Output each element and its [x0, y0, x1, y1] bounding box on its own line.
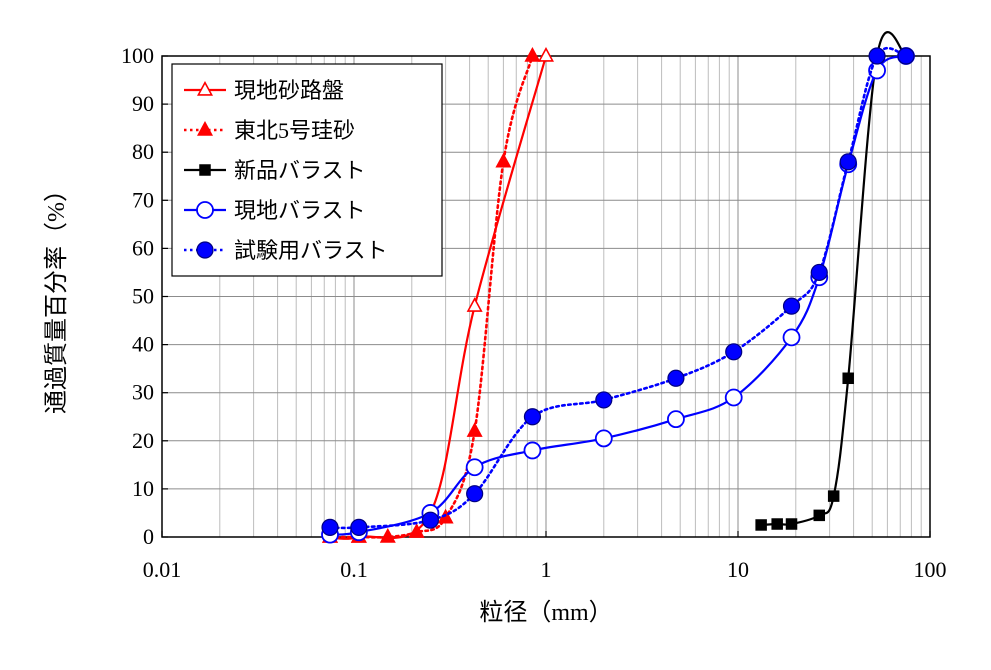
legend-label: 東北5号珪砂 — [234, 118, 355, 143]
y-tick-label: 80 — [132, 139, 154, 164]
legend-item: 現地砂路盤 — [184, 78, 344, 103]
data-point — [196, 201, 214, 219]
series-layer — [321, 31, 915, 544]
data-point — [785, 518, 798, 530]
series-5 — [321, 46, 915, 536]
data-point — [523, 408, 542, 426]
y-tick-label: 60 — [132, 235, 154, 260]
y-tick-label: 20 — [132, 428, 154, 453]
data-point — [782, 328, 801, 347]
data-point — [466, 297, 483, 312]
x-tick-label: 1 — [541, 557, 552, 582]
y-tick-label: 70 — [132, 187, 154, 212]
data-point — [466, 422, 483, 437]
x-axis-title: 粒径（mm） — [479, 599, 612, 626]
data-point — [771, 518, 783, 530]
x-tick-label: 10 — [727, 557, 749, 582]
legend-label: 新品バラスト — [234, 158, 366, 183]
legend-item: 試験用バラスト — [184, 238, 388, 263]
data-point — [667, 410, 685, 429]
x-tick-label: 100 — [914, 557, 947, 582]
legend-label: 現地砂路盤 — [234, 78, 344, 103]
y-tick-label: 50 — [132, 284, 154, 309]
data-point — [524, 46, 541, 62]
data-point — [842, 372, 854, 385]
data-point — [199, 164, 211, 176]
y-tick-label: 0 — [143, 524, 154, 549]
y-tick-label: 100 — [121, 43, 154, 68]
x-tick-label: 0.1 — [340, 557, 368, 582]
data-point — [724, 388, 743, 407]
data-point — [408, 523, 425, 538]
data-point — [725, 343, 743, 361]
data-point — [197, 120, 213, 136]
legend-item: 東北5号珪砂 — [184, 118, 355, 143]
legend-item: 現地バラスト — [184, 198, 366, 223]
tick-labels: 0 10 20 30 40 50 60 70 80 90 100 0.01 0.1 1 10 100 — [121, 43, 947, 582]
x-tick-label: 0.01 — [143, 557, 182, 582]
data-point — [379, 527, 396, 543]
data-point — [197, 80, 213, 96]
data-point — [868, 47, 886, 65]
legend-label: 現地バラスト — [234, 198, 366, 223]
data-point — [523, 441, 542, 460]
data-point — [827, 490, 840, 502]
y-axis-title: 通過質量百分率（%） — [43, 178, 70, 414]
data-point — [868, 61, 886, 80]
data-point — [839, 153, 857, 171]
data-point — [810, 263, 828, 282]
data-point — [421, 511, 440, 529]
data-point — [595, 391, 613, 409]
data-point — [495, 152, 512, 168]
y-tick-label: 90 — [132, 91, 154, 116]
data-point — [594, 429, 613, 448]
data-point — [538, 46, 554, 62]
data-point — [782, 297, 801, 315]
data-point — [350, 518, 368, 536]
legend-item: 新品バラスト — [184, 158, 366, 183]
data-point — [465, 458, 484, 477]
y-tick-label: 40 — [132, 332, 154, 357]
legend-label: 試験用バラスト — [234, 238, 388, 263]
data-point — [466, 485, 484, 503]
y-tick-label: 10 — [132, 476, 154, 501]
data-point — [755, 519, 767, 531]
data-point — [196, 241, 214, 259]
y-tick-label: 30 — [132, 380, 154, 405]
data-point — [667, 369, 685, 387]
data-point — [321, 518, 339, 536]
data-point — [897, 47, 915, 65]
data-point — [813, 509, 826, 522]
